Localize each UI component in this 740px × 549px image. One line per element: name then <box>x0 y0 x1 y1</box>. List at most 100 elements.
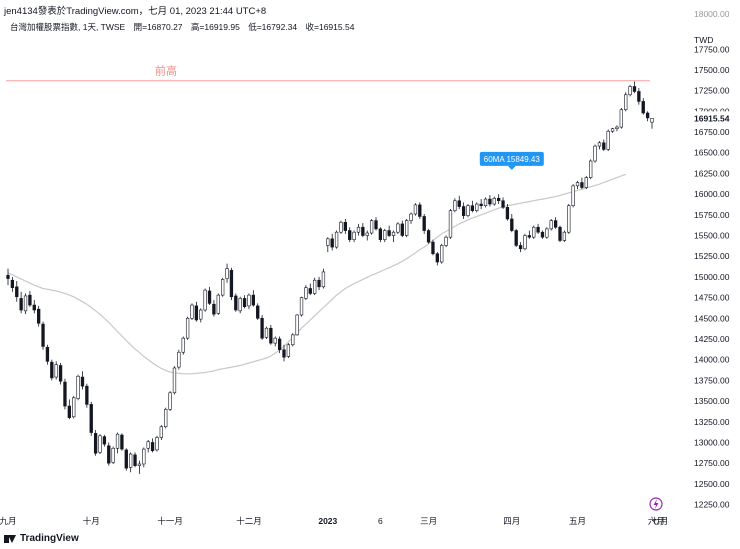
candle-body[interactable] <box>387 230 391 236</box>
candle-body[interactable] <box>269 327 273 344</box>
candle-body[interactable] <box>321 271 326 288</box>
candle-body[interactable] <box>488 198 492 205</box>
candle-body[interactable] <box>89 404 93 433</box>
candle-body[interactable] <box>523 235 527 250</box>
candle-body[interactable] <box>413 204 418 215</box>
candle-body[interactable] <box>85 385 89 405</box>
candle-body[interactable] <box>352 231 356 240</box>
candle-body[interactable] <box>251 294 255 306</box>
candle-body[interactable] <box>641 101 645 114</box>
candle-body[interactable] <box>619 109 623 128</box>
candle-body[interactable] <box>536 226 540 233</box>
candle-body[interactable] <box>150 442 155 452</box>
candle-body[interactable] <box>540 231 545 238</box>
candle-body[interactable] <box>558 226 562 241</box>
candle-body[interactable] <box>606 130 610 150</box>
candle-body[interactable] <box>396 223 400 233</box>
candle-body[interactable] <box>475 203 479 211</box>
candle-body[interactable] <box>264 327 269 338</box>
candle-body[interactable] <box>308 288 312 294</box>
candle-body[interactable] <box>317 279 321 288</box>
candle-body[interactable] <box>624 94 628 110</box>
candle-body[interactable] <box>137 463 142 466</box>
candle-body[interactable] <box>225 268 229 279</box>
candle-body[interactable] <box>361 226 365 236</box>
candle-body[interactable] <box>111 447 115 463</box>
candle-body[interactable] <box>129 453 133 468</box>
candle-body[interactable] <box>348 230 352 240</box>
candle-body[interactable] <box>168 392 172 410</box>
candle-body[interactable] <box>146 441 150 449</box>
candle-body[interactable] <box>221 279 225 296</box>
candle-body[interactable] <box>514 230 518 246</box>
candle-body[interactable] <box>277 338 282 351</box>
candle-body[interactable] <box>501 200 505 208</box>
candle-body[interactable] <box>80 376 85 387</box>
candle-body[interactable] <box>19 298 23 311</box>
candle-body[interactable] <box>282 349 286 358</box>
candle-body[interactable] <box>256 305 260 319</box>
candle-body[interactable] <box>203 289 207 311</box>
candle-body[interactable] <box>492 197 496 205</box>
candle-body[interactable] <box>567 205 571 233</box>
candle-body[interactable] <box>133 454 137 466</box>
candle-body[interactable] <box>374 220 378 230</box>
candle-body[interactable] <box>142 448 146 465</box>
candle-body[interactable] <box>645 112 650 119</box>
candle-body[interactable] <box>185 317 190 339</box>
candle-body[interactable] <box>286 344 291 357</box>
candle-body[interactable] <box>435 253 439 263</box>
candle-body[interactable] <box>98 435 102 453</box>
candle-body[interactable] <box>431 241 435 255</box>
candle-body[interactable] <box>470 205 475 211</box>
candle-body[interactable] <box>260 317 264 339</box>
candle-body[interactable] <box>304 287 308 299</box>
candle-body[interactable] <box>426 230 431 243</box>
candle-body[interactable] <box>610 128 615 132</box>
candle-body[interactable] <box>155 437 159 451</box>
candle-body[interactable] <box>532 226 536 238</box>
candle-body[interactable] <box>242 298 247 308</box>
candle-body[interactable] <box>247 294 251 307</box>
candle-body[interactable] <box>575 182 580 187</box>
candle-body[interactable] <box>63 381 67 407</box>
candle-body[interactable] <box>37 308 41 324</box>
candle-body[interactable] <box>291 334 295 346</box>
candle-body[interactable] <box>10 279 15 288</box>
candle-body[interactable] <box>518 245 523 250</box>
candle-body[interactable] <box>497 197 501 202</box>
candle-body[interactable] <box>334 231 339 248</box>
candle-body[interactable] <box>466 205 470 216</box>
candle-body[interactable] <box>632 86 637 92</box>
candle-body[interactable] <box>365 232 369 236</box>
candle-body[interactable] <box>299 297 304 316</box>
candle-body[interactable] <box>628 86 632 96</box>
ma60-line[interactable] <box>7 173 626 375</box>
candle-body[interactable] <box>597 142 602 147</box>
candle-body[interactable] <box>58 365 63 382</box>
candle-body[interactable] <box>444 236 448 246</box>
candle-body[interactable] <box>6 274 10 279</box>
candle-body[interactable] <box>295 314 299 336</box>
candle-body[interactable] <box>23 295 28 312</box>
candle-body[interactable] <box>177 351 181 368</box>
candle-body[interactable] <box>483 198 488 207</box>
candle-body[interactable] <box>391 231 396 236</box>
candle-body[interactable] <box>207 290 212 304</box>
candle-body[interactable] <box>330 238 334 248</box>
candle-body[interactable] <box>76 375 80 399</box>
candle-body[interactable] <box>238 298 242 312</box>
candle-body[interactable] <box>422 216 426 231</box>
candle-body[interactable] <box>339 221 343 233</box>
candle-body[interactable] <box>50 361 54 379</box>
candle-body[interactable] <box>545 228 549 238</box>
candle-body[interactable] <box>229 269 234 298</box>
candle-body[interactable] <box>54 364 58 378</box>
candle-body[interactable] <box>510 218 514 231</box>
candle-body[interactable] <box>45 346 50 362</box>
candle-body[interactable] <box>28 294 32 306</box>
candle-body[interactable] <box>72 397 76 418</box>
candle-body[interactable] <box>602 142 606 150</box>
candle-body[interactable] <box>212 303 216 315</box>
